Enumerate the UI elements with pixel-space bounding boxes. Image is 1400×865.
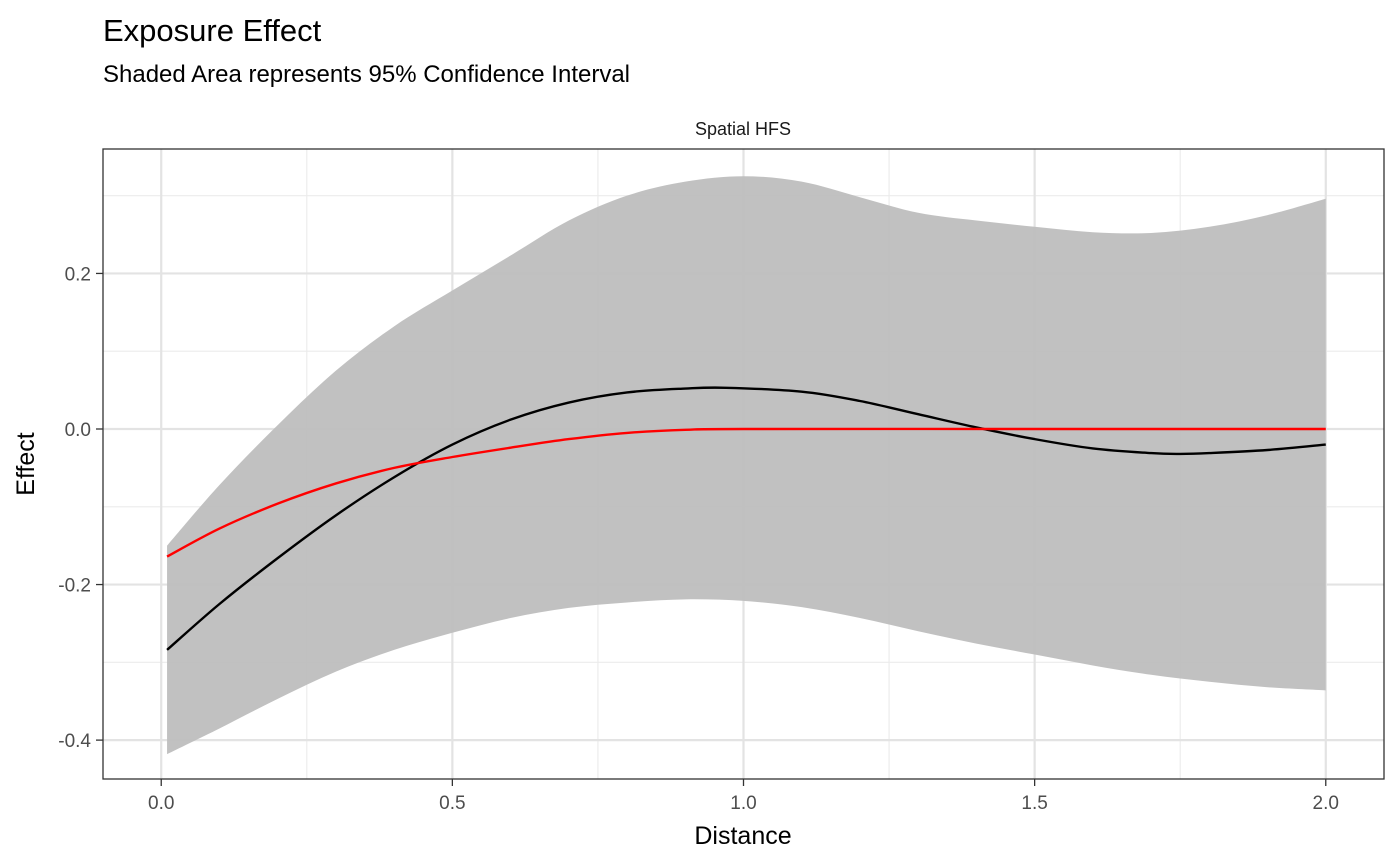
chart-title: Exposure Effect <box>103 13 322 48</box>
x-tick-label: 1.0 <box>730 793 756 814</box>
y-tick-label: 0.2 <box>65 264 91 285</box>
x-tick-label: 2.0 <box>1313 793 1339 814</box>
y-axis: -0.4 -0.2 0.0 0.2 <box>58 264 103 752</box>
series-line-1 <box>166 386 1326 651</box>
facet-strip-label: Spatial HFS <box>695 119 791 139</box>
series-lines-layer <box>166 386 1326 651</box>
x-tick-label: 0.0 <box>148 793 174 814</box>
confidence-band-layer <box>167 176 1326 755</box>
y-axis-title: Effect <box>12 432 40 496</box>
confidence-band <box>167 176 1326 755</box>
x-tick-label: 1.5 <box>1021 793 1047 814</box>
y-tick-label: -0.4 <box>58 731 91 752</box>
series-line-2 <box>166 427 1326 558</box>
chart-subtitle: Shaded Area represents 95% Confidence In… <box>103 61 630 88</box>
y-tick-label: -0.2 <box>58 576 91 597</box>
y-tick-label: 0.0 <box>65 420 91 441</box>
x-axis-title: Distance <box>694 822 791 850</box>
x-tick-label: 0.5 <box>439 793 465 814</box>
x-axis: 0.0 0.5 1.0 1.5 2.0 <box>148 779 1339 814</box>
